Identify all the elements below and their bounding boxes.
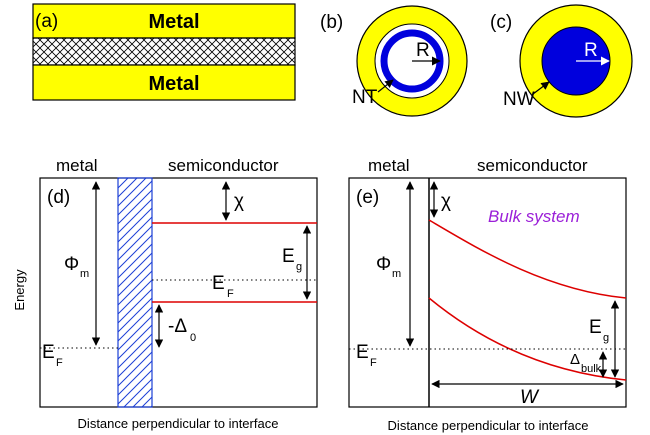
nanotube-radius-label: R [416,40,430,61]
y-axis-label: Energy [12,269,27,311]
d-phi-sub: m [80,268,89,280]
e-conduction-band [428,219,627,299]
e-ef-label: E [356,342,369,363]
e-chi-label: χ [441,191,451,212]
metal-bottom-label: Metal [148,73,199,95]
d-eg-label: E [282,246,295,267]
e-delta-sub: bulk [581,363,602,375]
metal-top-layer [32,3,296,39]
panel-a: (a) Metal Metal [32,3,296,101]
e-valence-band [428,297,627,381]
d-ef-semi-label: E [212,273,225,294]
d-chi-label: χ [234,191,244,212]
e-phi-sub: m [392,268,401,280]
nt-pointer-arrow [377,79,394,93]
d-x-axis-label: Distance perpendicular to interface [78,416,279,431]
e-semiconductor-heading: semiconductor [477,156,588,175]
d-eg-sub: g [296,261,302,273]
metal-bottom-layer [32,64,296,101]
d-frame [39,177,318,408]
d-ef-metal-label: E [42,342,55,363]
e-x-axis-label: Distance perpendicular to interface [388,418,589,433]
e-eg-sub: g [603,332,609,344]
e-delta-label: Δ [570,351,580,368]
e-frame [348,177,627,408]
e-bulk-label: Bulk system [488,207,580,226]
nw-pointer-arrow [532,81,550,95]
e-ef-sub: F [370,357,377,369]
d-delta-label: -Δ [168,316,187,337]
insulator-layer [32,37,296,66]
panel-d: Energy metal semiconductor (d) χ Φ m E g… [12,156,318,431]
e-phi-label: Φ [376,254,391,275]
d-ef-semi-sub: F [227,288,234,300]
panel-c: (c) R NW [490,4,633,118]
d-panel-label: (d) [47,187,70,208]
panel-b-label: (b) [320,12,343,33]
panel-e: metal semiconductor (e) Bulk system χ Φ … [348,156,627,433]
nt-pointer-label: NT [352,87,378,108]
d-ef-metal-sub: F [56,357,63,369]
d-semiconductor-heading: semiconductor [168,156,279,175]
e-eg-label: E [589,317,602,338]
d-barrier [117,177,153,408]
nw-pointer-label: NW [503,89,535,110]
e-metal-heading: metal [368,156,410,175]
d-metal-heading: metal [56,156,98,175]
e-panel-label: (e) [356,187,379,208]
panel-c-label: (c) [490,12,512,33]
panel-b: (b) R NT [320,5,468,117]
e-width-label: W [520,387,540,408]
d-delta-sub: 0 [190,332,196,344]
d-phi-label: Φ [64,254,79,275]
nanowire-radius-label: R [584,40,598,61]
metal-top-label: Metal [148,11,199,33]
panel-a-label: (a) [35,11,58,32]
